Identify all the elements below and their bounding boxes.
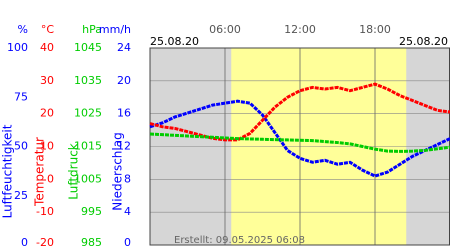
x-tick-label: 06:00 [209,23,241,36]
y-tick-label: -10 [36,205,54,218]
y-tick-label: 40 [40,41,54,54]
y-tick-label: 20 [40,107,54,120]
axis-label: Luftfeuchtigkeit [1,124,15,218]
y-tick-label: 75 [14,90,28,103]
axis-label: Luftdruck [67,143,81,200]
y-tick-label: 985 [81,236,102,249]
x-tick-label: 12:00 [284,23,316,36]
axis-unit: hPa [82,23,102,36]
y-tick-label: 30 [40,74,54,87]
y-tick-label: 8 [124,172,131,185]
y-tick-label: 0 [47,172,54,185]
y-tick-label: 995 [81,205,102,218]
y-tick-label: 25 [14,189,28,202]
footer: Erstellt: 09.05.2025 06:08 [174,235,305,246]
end-date: 25.08.20 [399,35,448,48]
y-tick-label: -20 [36,236,54,249]
y-tick-label: 1035 [74,74,102,87]
y-tick-label: 1005 [74,172,102,185]
axis-label: Niederschlag [111,132,125,210]
x-tick-label: 18:00 [359,23,391,36]
series-line [149,99,450,178]
y-tick-label: 50 [14,140,28,153]
axis-unit: mm/h [99,23,131,36]
y-tick-label: 0 [21,236,28,249]
y-tick-label: 1025 [74,107,102,120]
y-tick-label: 4 [124,205,131,218]
y-tick-label: 100 [7,41,28,54]
axis-unit: % [18,23,28,36]
axis-label: Temperatur [33,137,47,207]
y-tick-label: 0 [124,236,131,249]
y-tick-label: 1045 [74,41,102,54]
y-tick-label: 24 [117,41,131,54]
y-tick-label: 1015 [74,140,102,153]
y-tick-label: 16 [117,107,131,120]
series-line [149,132,450,153]
y-tick-label: 20 [117,74,131,87]
axis-unit: °C [41,23,55,36]
y-tick-label: 12 [117,140,131,153]
series-line [149,82,450,142]
start-date: 25.08.20 [150,35,199,48]
y-tick-label: 10 [40,140,54,153]
